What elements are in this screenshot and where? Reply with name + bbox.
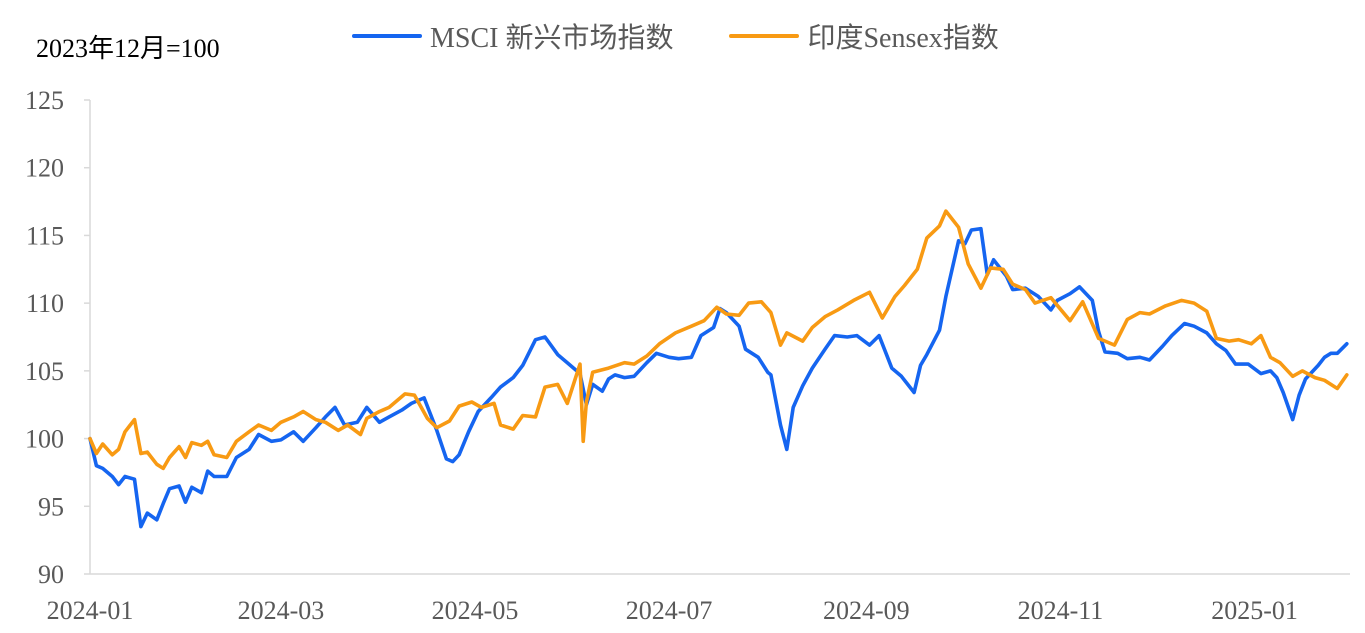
y-tick-label: 115 — [26, 221, 64, 250]
y-tick-label: 110 — [26, 289, 64, 318]
y-tick-label: 95 — [38, 492, 64, 521]
legend: MSCI 新兴市场指数 印度Sensex指数 — [352, 16, 999, 56]
legend-label-msci: MSCI 新兴市场指数 — [430, 23, 674, 54]
x-tick-label: 2024-07 — [626, 596, 713, 625]
y-tick-label: 120 — [25, 154, 64, 183]
x-tick-label: 2024-01 — [47, 596, 134, 625]
x-tick-label: 2025-01 — [1211, 596, 1298, 625]
series-line-msci — [88, 226, 1349, 529]
x-tick-label: 2024-09 — [823, 596, 910, 625]
axes: 90 95 100 105 110 115 120 125 2024-01 2024-03 2024… — [25, 86, 1350, 625]
y-tick-label: 90 — [38, 560, 64, 589]
x-tick-label: 2024-03 — [238, 596, 325, 625]
x-tick-label: 2024-05 — [432, 596, 519, 625]
unit-label: 2023年12月=100 — [36, 34, 220, 63]
y-tick-label: 125 — [25, 86, 64, 115]
legend-label-sensex: 印度Sensex指数 — [807, 23, 999, 54]
legend-swatch-sensex — [729, 34, 800, 38]
series-lines — [88, 209, 1349, 529]
y-tick-label: 100 — [25, 425, 64, 454]
legend-item-sensex: 印度Sensex指数 — [729, 16, 999, 56]
series-line-sensex — [88, 209, 1349, 471]
x-tick-label: 2024-11 — [1018, 596, 1104, 625]
legend-swatch-msci — [352, 34, 422, 38]
y-tick-label: 105 — [25, 357, 64, 386]
legend-item-msci: MSCI 新兴市场指数 — [352, 16, 673, 56]
